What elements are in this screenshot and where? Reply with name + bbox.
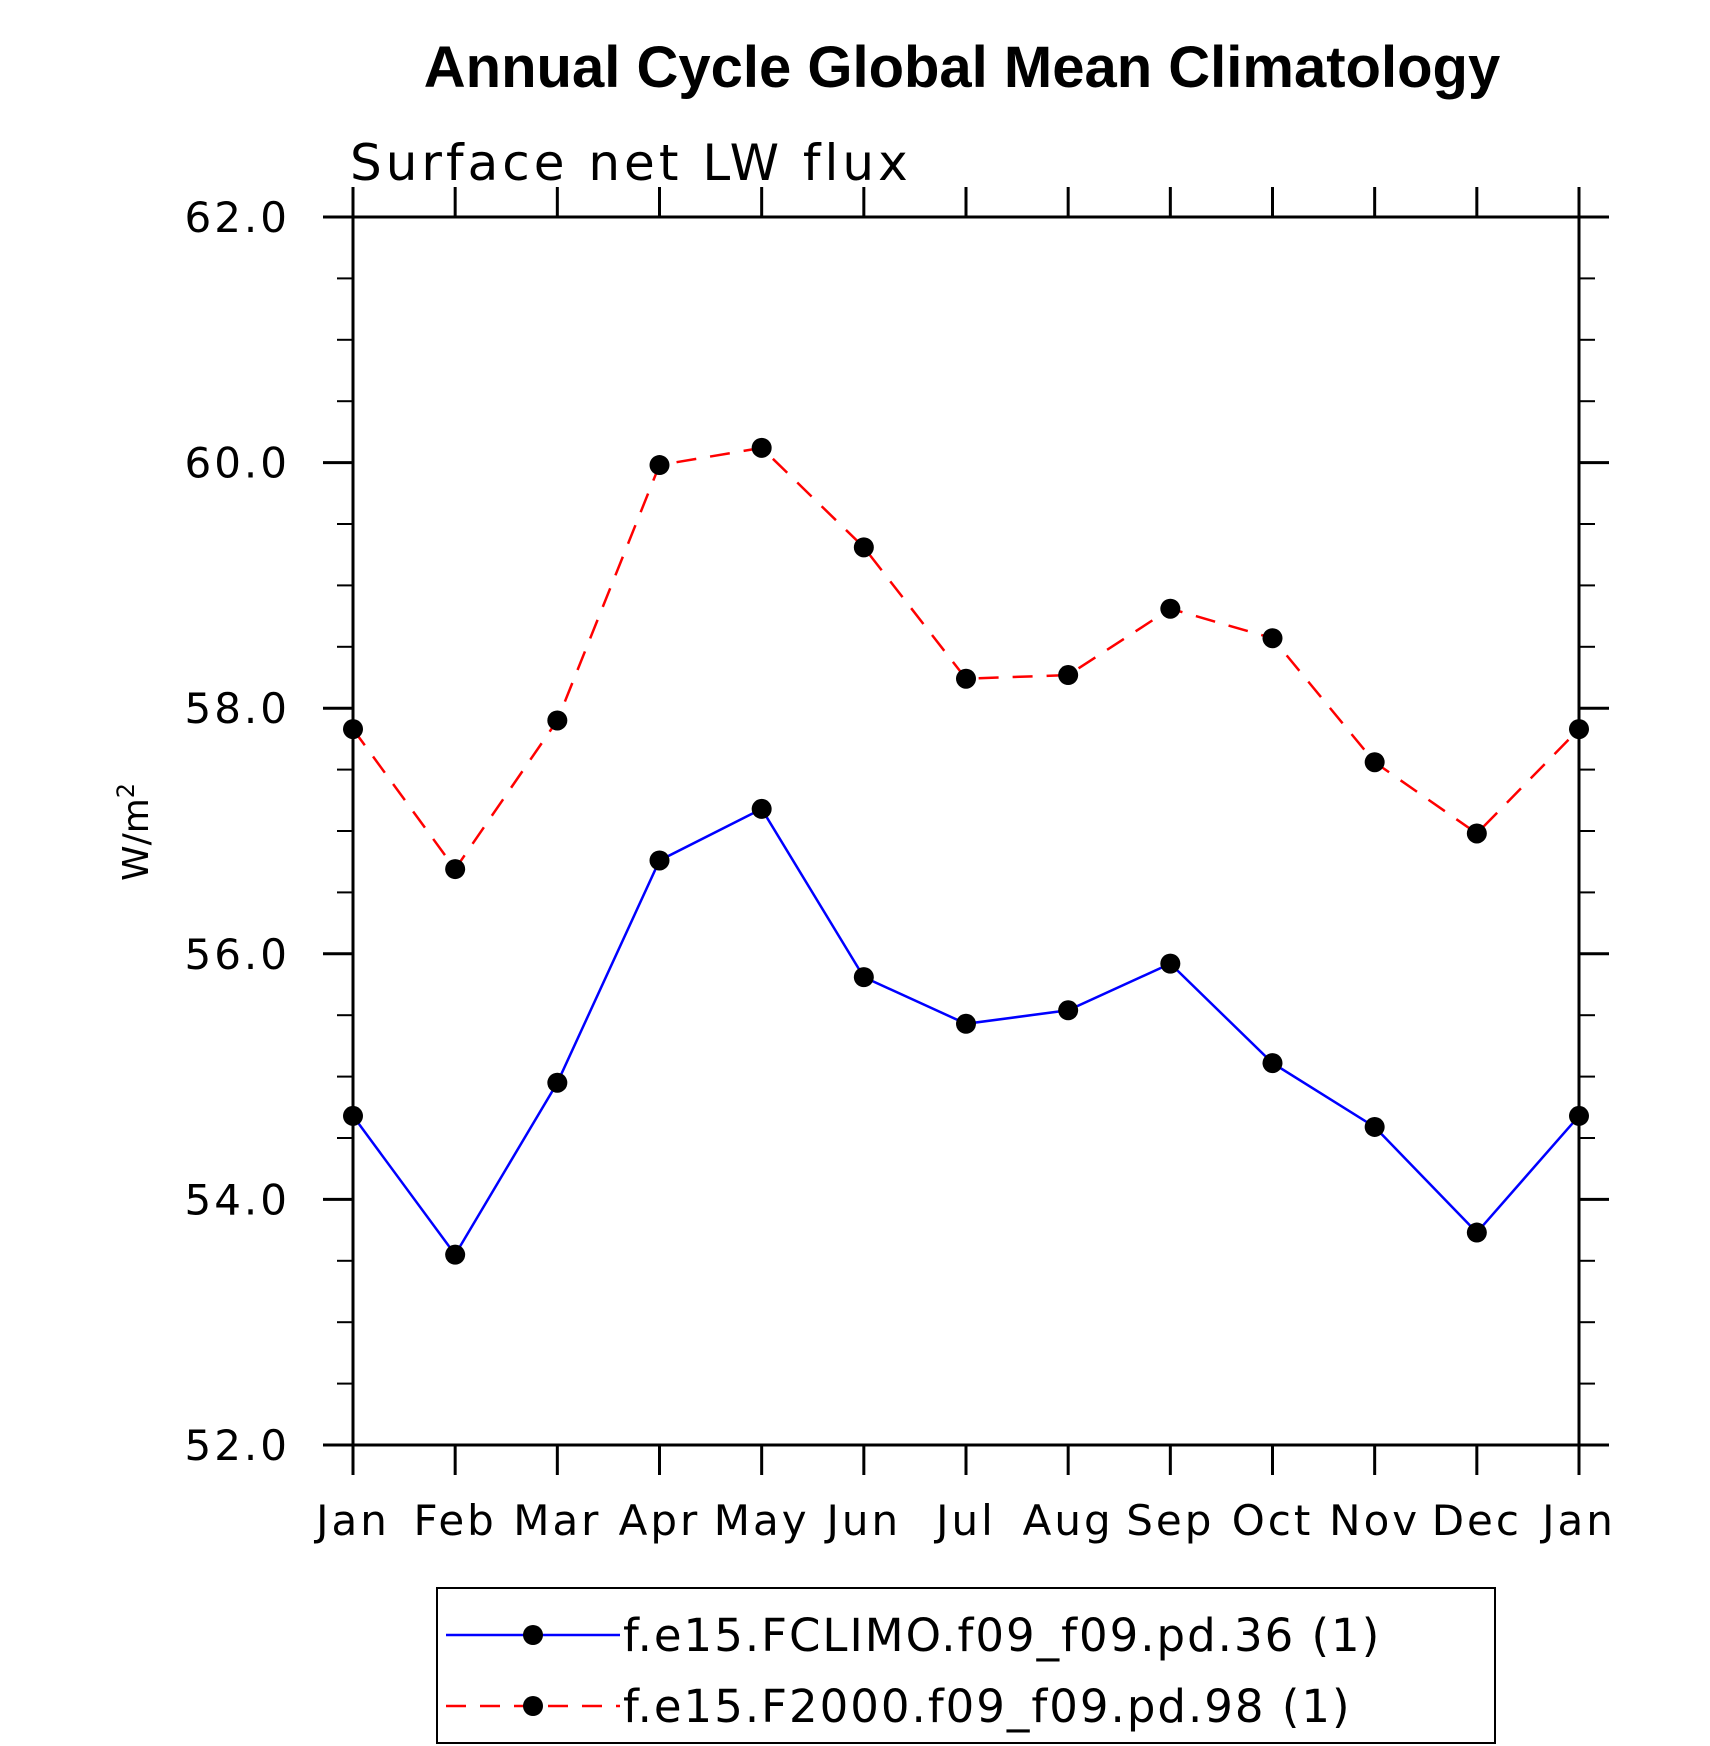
legend-box	[436, 1587, 1496, 1744]
series-2-point	[1160, 598, 1181, 619]
series-points	[343, 437, 1589, 1265]
y-tick-labels: 52.0 54.0 56.0 58.0 60.0 62.0	[184, 193, 290, 1470]
series-1-point	[1569, 1105, 1589, 1126]
series-1-point	[1364, 1116, 1385, 1137]
x-tick-labels: Jan Feb Mar Apr May Jun Jul Aug Sep Oct Nov Dec Jan	[313, 1496, 1616, 1545]
legend-label-series-2: f.e15.F2000.f09_f09.pd.98 (1)	[623, 1680, 1352, 1733]
series-1-point	[853, 967, 874, 988]
y-tick-label: 54.0	[184, 1175, 290, 1224]
x-tick-label: Oct	[1232, 1496, 1314, 1545]
series-1-point	[547, 1072, 568, 1093]
y-tick-label: 60.0	[184, 439, 290, 488]
legend-marker-series-1	[523, 1625, 543, 1645]
series-lines	[351, 446, 1580, 1257]
legend-marker-series-2	[523, 1696, 543, 1716]
series-1-point	[1058, 1000, 1079, 1021]
series-2-point	[853, 537, 874, 558]
series-2-point	[1466, 823, 1487, 844]
series-1-point	[956, 1013, 976, 1034]
series-2-point	[956, 668, 976, 689]
series-2-point	[343, 719, 363, 740]
series-2-point	[1058, 665, 1079, 686]
axis-ticks	[323, 187, 1609, 1475]
series-2-point	[445, 859, 466, 880]
series-2-point	[1262, 628, 1283, 649]
x-tick-label: Feb	[413, 1496, 496, 1545]
y-axis-label-text: W/m	[116, 798, 157, 881]
x-tick-label: May	[714, 1496, 810, 1545]
x-tick-label: Jan	[1539, 1496, 1616, 1545]
y-tick-label: 52.0	[184, 1421, 290, 1470]
x-tick-label: Mar	[513, 1496, 601, 1545]
svg-text:W/m2: W/m2	[112, 783, 157, 881]
y-axis-label: W/m2	[112, 783, 157, 881]
series-1-point	[1262, 1053, 1283, 1074]
x-tick-label: Dec	[1432, 1496, 1522, 1545]
series-line-2	[351, 446, 1580, 872]
x-tick-label: Aug	[1023, 1496, 1114, 1545]
legend: f.e15.FCLIMO.f09_f09.pd.36 (1) f.e15.F20…	[436, 1587, 1496, 1744]
series-1-point	[1160, 953, 1181, 974]
x-tick-label: Jul	[933, 1496, 996, 1545]
legend-label-series-1: f.e15.FCLIMO.f09_f09.pd.36 (1)	[623, 1609, 1381, 1662]
series-2-point	[649, 455, 670, 476]
series-1-point	[751, 798, 772, 819]
x-tick-label: Jun	[824, 1496, 902, 1545]
x-tick-label: Jan	[313, 1496, 390, 1545]
y-tick-label: 62.0	[184, 193, 290, 242]
y-tick-label: 58.0	[184, 684, 290, 733]
series-1-point	[343, 1105, 363, 1126]
y-axis-label-superscript: 2	[112, 783, 140, 798]
y-tick-label: 56.0	[184, 930, 290, 979]
x-tick-label: Nov	[1329, 1496, 1420, 1545]
plot-frame	[351, 215, 1581, 1447]
series-1-point	[649, 850, 670, 871]
x-tick-label: Apr	[619, 1496, 701, 1545]
series-2-point	[1569, 719, 1589, 740]
series-1-point	[445, 1244, 466, 1265]
series-1-point	[1466, 1222, 1487, 1243]
series-2-point	[547, 710, 568, 731]
x-tick-label: Sep	[1126, 1496, 1214, 1545]
chart-title: Annual Cycle Global Mean Climatology	[424, 35, 1500, 100]
chart-subtitle: Surface net LW flux	[350, 134, 912, 192]
series-2-point	[1364, 752, 1385, 773]
series-2-point	[751, 437, 772, 458]
